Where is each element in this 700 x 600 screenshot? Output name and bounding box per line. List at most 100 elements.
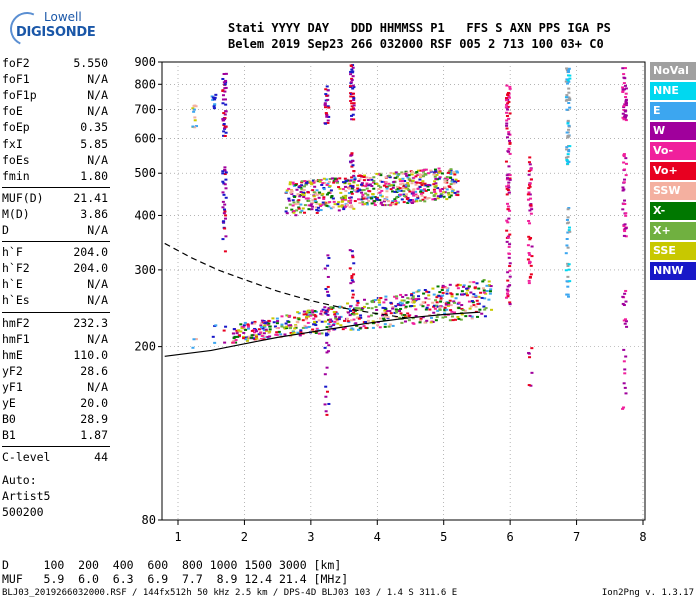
echo-mark	[394, 172, 398, 175]
echo-mark	[435, 296, 439, 299]
echo-mark	[302, 195, 306, 198]
echo-mark	[622, 108, 626, 111]
echo-mark	[431, 287, 435, 290]
echo-mark	[489, 285, 493, 288]
echo-mark	[567, 87, 571, 90]
echo-mark	[326, 121, 330, 124]
echo-mark	[280, 323, 284, 326]
echo-mark	[485, 284, 489, 287]
echo-mark	[566, 231, 570, 234]
echo-mark	[222, 212, 226, 215]
echo-mark	[320, 310, 324, 313]
echo-mark	[402, 299, 406, 302]
echo-mark	[528, 182, 532, 185]
echo-mark	[262, 329, 266, 332]
echo-mark	[419, 169, 423, 172]
echo-mark	[407, 319, 411, 322]
echo-mark	[350, 276, 354, 279]
echo-mark	[462, 284, 466, 287]
echo-mark	[477, 287, 481, 290]
echo-mark	[528, 209, 532, 212]
echo-mark	[471, 295, 475, 298]
legend-item-vo: Vo+	[650, 162, 696, 180]
echo-mark	[338, 305, 342, 308]
echo-mark	[307, 208, 311, 211]
echo-mark	[396, 303, 400, 306]
echo-mark	[505, 178, 509, 181]
echo-mark	[445, 181, 449, 184]
echo-mark	[258, 331, 262, 334]
echo-mark	[322, 188, 326, 191]
echo-mark	[411, 192, 415, 195]
echo-mark	[505, 103, 509, 106]
echo-mark	[353, 176, 357, 179]
param-value: 3.86	[80, 206, 108, 221]
echo-mark	[214, 93, 218, 96]
param-name: fmin	[2, 168, 30, 183]
echo-mark	[343, 181, 347, 184]
echo-mark	[566, 136, 570, 139]
echo-mark	[528, 238, 532, 241]
echo-mark	[456, 194, 460, 197]
echo-mark	[622, 348, 626, 351]
echo-mark	[507, 139, 511, 142]
echo-mark	[352, 181, 356, 184]
echo-mark	[379, 201, 383, 204]
echo-mark	[351, 92, 355, 95]
echo-mark	[384, 176, 388, 179]
echo-mark	[257, 328, 261, 331]
param-row: h`F2 204.0	[2, 261, 108, 277]
echo-mark	[246, 337, 250, 340]
echo-mark	[349, 161, 353, 164]
echo-mark	[280, 315, 284, 318]
echo-mark	[460, 304, 464, 307]
echo-mark	[222, 123, 226, 126]
echo-mark	[465, 294, 469, 297]
echo-mark	[351, 293, 355, 296]
echo-mark	[331, 206, 335, 209]
echo-mark	[340, 198, 344, 201]
echo-mark	[311, 179, 315, 182]
echo-mark	[567, 69, 571, 72]
echo-mark	[566, 285, 570, 288]
echo-mark	[508, 141, 512, 144]
x-tick-label: 7	[573, 530, 580, 544]
echo-mark	[362, 189, 366, 192]
echo-mark	[339, 191, 343, 194]
echo-mark	[362, 196, 366, 199]
echo-mark	[344, 189, 348, 192]
echo-mark	[622, 188, 626, 191]
echo-mark	[332, 181, 336, 184]
echo-mark	[410, 293, 414, 296]
param-row: foF2 5.550	[2, 56, 108, 72]
echo-mark	[324, 88, 328, 91]
echo-mark	[621, 90, 625, 93]
param-row: hmE 110.0	[2, 348, 108, 364]
echo-mark	[528, 253, 532, 256]
echo-mark	[391, 307, 395, 310]
echo-mark	[378, 179, 382, 182]
echo-mark	[329, 207, 333, 210]
echo-mark	[400, 299, 404, 302]
echo-mark	[454, 297, 458, 300]
echo-mark	[470, 315, 474, 318]
echo-mark	[624, 214, 628, 217]
echo-mark	[350, 192, 354, 195]
echo-mark	[391, 186, 395, 189]
echo-mark	[448, 319, 452, 322]
echo-mark	[366, 307, 370, 310]
echo-mark	[321, 201, 325, 204]
echo-mark	[528, 356, 532, 359]
echo-mark	[432, 293, 436, 296]
echo-mark	[396, 187, 400, 190]
echo-mark	[505, 296, 509, 299]
echo-mark	[622, 82, 626, 85]
echo-mark	[383, 309, 387, 312]
echo-mark	[564, 252, 568, 255]
echo-mark	[399, 307, 403, 310]
echo-mark	[432, 194, 436, 197]
echo-mark	[375, 172, 379, 175]
echo-mark	[275, 327, 279, 330]
echo-mark	[287, 199, 291, 202]
echo-mark	[319, 312, 323, 315]
